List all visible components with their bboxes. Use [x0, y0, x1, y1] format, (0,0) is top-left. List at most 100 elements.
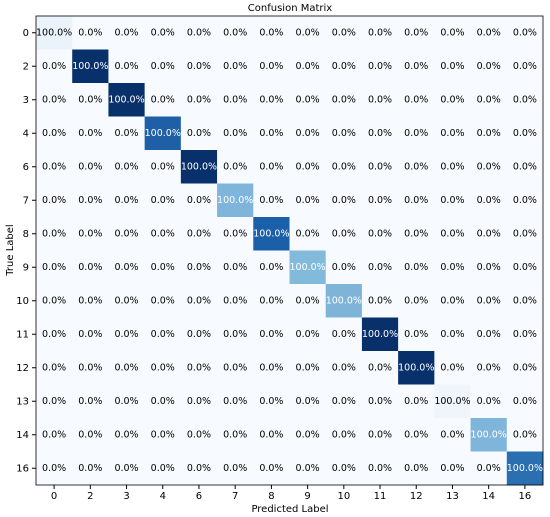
- heatmap-cell: [289, 351, 327, 385]
- cell-label: 0.0%: [368, 94, 392, 105]
- cell-label: 0.0%: [332, 94, 356, 105]
- cell-label: 0.0%: [404, 94, 428, 105]
- cell-label: 0.0%: [151, 27, 175, 38]
- cell-label: 0.0%: [223, 128, 247, 139]
- cell-label: 0.0%: [259, 295, 283, 306]
- cell-label: 0.0%: [477, 463, 501, 474]
- heatmap-cell: [398, 451, 435, 486]
- cell-label: 0.0%: [368, 228, 392, 239]
- heatmap-cell: [72, 384, 109, 419]
- heatmap-cell: [108, 284, 145, 318]
- heatmap-cell: [217, 351, 254, 385]
- y-tick-label: 2: [23, 61, 29, 72]
- y-tick-label: 8: [23, 229, 29, 240]
- cell-label: 0.0%: [114, 128, 138, 139]
- cell-label: 100.0%: [434, 396, 470, 407]
- cell-label: 0.0%: [78, 262, 102, 273]
- cell-label: 0.0%: [296, 128, 320, 139]
- cell-label: 0.0%: [114, 27, 138, 38]
- heatmap-cell: [506, 116, 544, 151]
- y-axis-label: True Label: [5, 224, 16, 276]
- heatmap-cell: [289, 284, 327, 318]
- cell-label: 0.0%: [404, 27, 428, 38]
- heatmap-cell: [217, 451, 254, 486]
- x-tick-label: 14: [482, 491, 495, 502]
- cell-label: 0.0%: [259, 161, 283, 172]
- cell-label: 0.0%: [114, 195, 138, 206]
- cell-label: 0.0%: [114, 429, 138, 440]
- cell-label: 0.0%: [513, 228, 537, 239]
- cell-label: 0.0%: [404, 161, 428, 172]
- cell-label: 0.0%: [368, 295, 392, 306]
- heatmap-cell: [217, 83, 254, 117]
- heatmap-cell: [72, 83, 109, 117]
- heatmap-cell: [180, 418, 218, 452]
- cell-label: 100.0%: [36, 27, 72, 38]
- heatmap-cell: [144, 451, 182, 486]
- cell-label: 0.0%: [151, 161, 175, 172]
- heatmap-cell: [144, 49, 182, 84]
- heatmap-cell: [506, 317, 544, 352]
- cell-label: 0.0%: [296, 161, 320, 172]
- heatmap-cell: [434, 217, 471, 251]
- cell-label: 0.0%: [42, 262, 66, 273]
- cell-label: 0.0%: [259, 429, 283, 440]
- cell-label: 0.0%: [332, 228, 356, 239]
- heatmap-cell: [434, 384, 471, 419]
- heatmap-cell: [361, 250, 399, 285]
- cell-label: 0.0%: [513, 195, 537, 206]
- cell-label: 0.0%: [477, 295, 501, 306]
- cell-label: 0.0%: [440, 463, 464, 474]
- heatmap-cell: [434, 183, 471, 218]
- heatmap-cell: [72, 217, 109, 251]
- heatmap-cell: [108, 49, 145, 84]
- cell-label: 0.0%: [296, 195, 320, 206]
- cell-label: 0.0%: [151, 429, 175, 440]
- cell-label: 0.0%: [332, 329, 356, 340]
- cell-label: 0.0%: [151, 228, 175, 239]
- heatmap-cell: [506, 418, 544, 452]
- heatmap-cell: [108, 183, 145, 218]
- heatmap-cell: [144, 116, 182, 151]
- cell-label: 0.0%: [332, 128, 356, 139]
- cell-label: 0.0%: [368, 262, 392, 273]
- cell-label: 0.0%: [114, 329, 138, 340]
- heatmap-cell: [180, 317, 218, 352]
- cell-label: 0.0%: [223, 27, 247, 38]
- cell-label: 0.0%: [404, 463, 428, 474]
- cell-label: 0.0%: [477, 195, 501, 206]
- cell-label: 0.0%: [223, 295, 247, 306]
- x-tick-label: 7: [232, 491, 238, 502]
- heatmap-cell: [325, 116, 363, 151]
- cell-label: 0.0%: [151, 262, 175, 273]
- cell-label: 0.0%: [440, 262, 464, 273]
- cell-label: 0.0%: [404, 128, 428, 139]
- heatmap-cell: [253, 384, 290, 419]
- cell-label: 0.0%: [368, 195, 392, 206]
- cell-label: 0.0%: [332, 463, 356, 474]
- cell-label: 0.0%: [296, 429, 320, 440]
- cell-label: 0.0%: [187, 329, 211, 340]
- heatmap-cell: [253, 284, 290, 318]
- cell-label: 0.0%: [332, 262, 356, 273]
- heatmap-cell: [325, 384, 363, 419]
- cell-label: 0.0%: [404, 329, 428, 340]
- cell-label: 0.0%: [440, 295, 464, 306]
- heatmap-cell: [289, 49, 327, 84]
- cell-label: 0.0%: [187, 27, 211, 38]
- heatmap-cell: [289, 317, 327, 352]
- heatmap-cell: [325, 83, 363, 117]
- y-tick-label: 14: [16, 430, 29, 441]
- heatmap-cell: [253, 83, 290, 117]
- heatmap-cell: [217, 384, 254, 419]
- cell-label: 0.0%: [332, 195, 356, 206]
- heatmap-cell: [470, 183, 508, 218]
- heatmap-cell: [108, 317, 145, 352]
- x-tick-label: 10: [337, 491, 350, 502]
- heatmap-cell: [325, 351, 363, 385]
- heatmap-cell: [470, 384, 508, 419]
- cell-label: 0.0%: [187, 396, 211, 407]
- x-tick-label: 13: [446, 491, 459, 502]
- cell-label: 0.0%: [259, 195, 283, 206]
- cell-label: 0.0%: [440, 128, 464, 139]
